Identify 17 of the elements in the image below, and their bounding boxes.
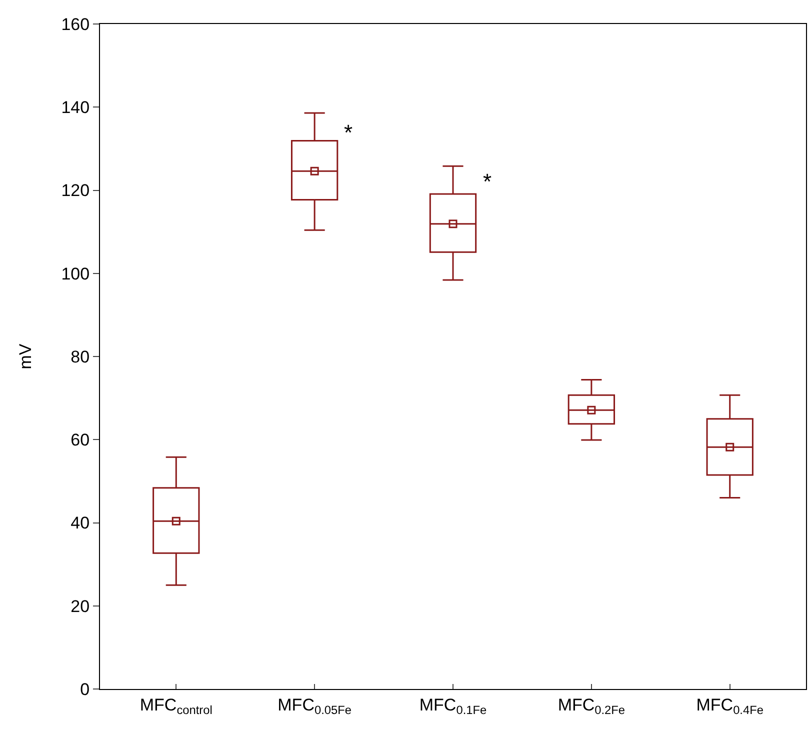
x-tick-label: MFC$_{0.4Fe}$ (696, 695, 764, 717)
annotation: * (344, 120, 353, 145)
y-tick-label: 0 (80, 680, 90, 699)
x-tick-label: MFC$_{control}$ (140, 695, 212, 717)
y-tick-label: 120 (61, 181, 90, 200)
annotation: * (483, 169, 492, 194)
x-tick-label: MFC$_{0.2Fe}$ (558, 695, 626, 717)
y-tick-label: 20 (70, 596, 90, 616)
x-tick-label: MFC$_{0.05Fe}$ (278, 695, 352, 717)
x-tick-label: MFC$_{0.1Fe}$ (419, 695, 488, 717)
y-tick-label: 160 (61, 14, 90, 34)
y-tick-label: 140 (61, 98, 90, 118)
y-axis-title: mV (16, 343, 35, 370)
y-tick-label: 80 (70, 347, 90, 366)
y-tick-label: 60 (70, 430, 90, 450)
y-tick-label: 100 (61, 264, 90, 284)
y-tick-label: 40 (70, 514, 90, 533)
